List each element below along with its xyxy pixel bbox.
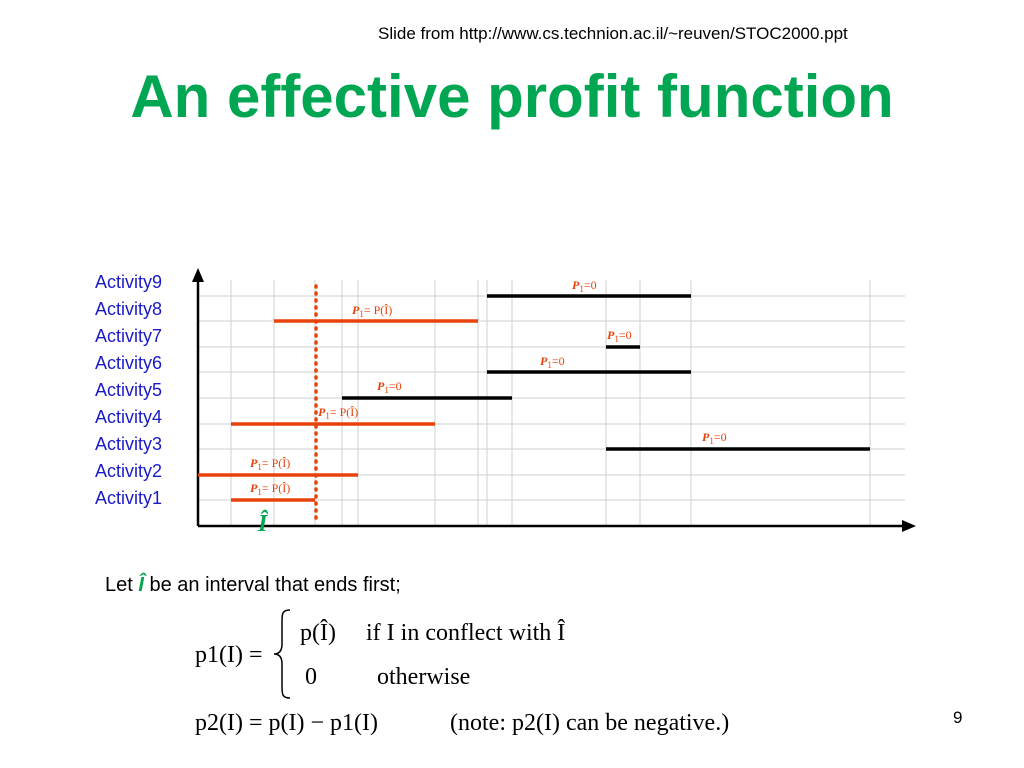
annotation-activity3: P1=0 xyxy=(702,430,727,446)
activity-label: Activity2 xyxy=(95,461,163,481)
slide-title: An effective profit function xyxy=(130,63,894,130)
case1-condition: if I in conflect with Î xyxy=(366,620,566,646)
page-number: 9 xyxy=(953,708,963,727)
case1-value: p(Î) xyxy=(300,620,336,646)
annotation-activity7: P1=0 xyxy=(607,328,632,344)
activity-label: Activity9 xyxy=(95,272,163,292)
case2-value: 0 xyxy=(305,664,317,690)
annotation-activity6: P1=0 xyxy=(540,354,565,370)
p2-formula: p2(I) = p(I) − p1(I) xyxy=(195,710,378,736)
slide-source: Slide from http://www.cs.technion.ac.il/… xyxy=(378,24,848,43)
annotation-activity1: P1= P(Î) xyxy=(250,481,290,497)
annotation-activity4: P1= P(Î) xyxy=(318,405,358,421)
activity-label: Activity3 xyxy=(95,434,163,454)
ihat-symbol: Î xyxy=(138,574,144,596)
grid xyxy=(198,280,905,526)
p1-lhs: p1(I) = xyxy=(195,642,263,668)
activity-label: Activity4 xyxy=(95,407,163,427)
case2-condition: otherwise xyxy=(377,664,471,690)
annotation-activity2: P1= P(Î) xyxy=(250,456,290,472)
ihat-label: Î xyxy=(257,510,269,537)
intervals xyxy=(198,294,870,502)
interval-annotations: P1=0 P1= P(Î) P1=0 P1=0 P1=0 P1= P(Î) P1… xyxy=(250,278,727,497)
activity-label: Activity7 xyxy=(95,326,163,346)
activity-label: Activity6 xyxy=(95,353,163,373)
let-prefix: Let xyxy=(105,574,133,596)
note: (note: p2(I) can be negative.) xyxy=(450,710,730,736)
annotation-activity5: P1=0 xyxy=(377,379,402,395)
let-suffix: be an interval that ends first; xyxy=(149,574,401,596)
annotation-activity9: P1=0 xyxy=(572,278,597,294)
annotation-activity8: P1= P(Î) xyxy=(352,303,392,319)
activity-label: Activity8 xyxy=(95,299,163,319)
activity-label: Activity1 xyxy=(95,488,163,508)
y-axis-arrow-icon xyxy=(192,268,204,282)
left-brace-icon xyxy=(273,609,291,699)
activity-label: Activity5 xyxy=(95,380,163,400)
x-axis-arrow-icon xyxy=(902,520,916,532)
axes xyxy=(192,268,916,532)
definition-line: Let Î be an interval that ends first; xyxy=(105,574,401,597)
